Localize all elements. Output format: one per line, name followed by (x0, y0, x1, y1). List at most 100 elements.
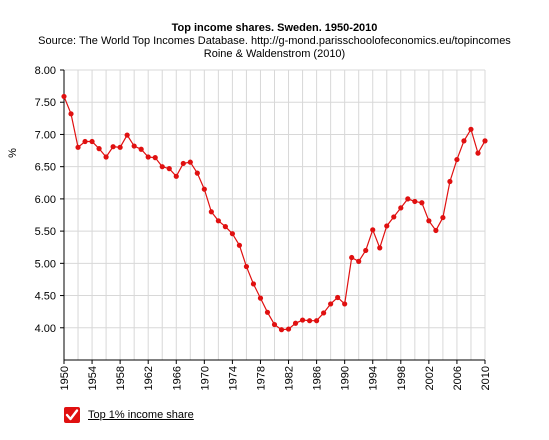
legend-checkbox[interactable] (64, 407, 80, 423)
data-point[interactable] (391, 214, 397, 220)
y-tick-label: 4.50 (35, 291, 56, 303)
data-point[interactable] (257, 295, 264, 301)
data-point[interactable] (384, 223, 390, 229)
x-ticks: 1950 1954 1958 1962 1966 1970 1974 1978 1982 1986… (59, 360, 492, 390)
data-point[interactable] (335, 294, 341, 301)
data-point[interactable] (370, 227, 376, 233)
legend-label[interactable]: Top 1% income share (88, 409, 194, 421)
y-tick-label: 6.00 (35, 194, 56, 206)
data-point[interactable] (250, 281, 257, 287)
data-point[interactable] (321, 310, 327, 316)
data-point[interactable] (243, 263, 250, 270)
data-point[interactable] (89, 138, 95, 145)
plot-area (61, 93, 488, 333)
data-point[interactable] (447, 178, 453, 185)
check-icon (65, 409, 79, 421)
x-tick-label: 1958 (115, 366, 127, 390)
data-point[interactable] (377, 245, 383, 251)
data-point[interactable] (412, 198, 418, 205)
data-point[interactable] (68, 111, 74, 117)
y-tick-label: 8.00 (35, 65, 56, 77)
data-point[interactable] (222, 224, 228, 230)
data-point[interactable] (292, 320, 299, 326)
data-point[interactable] (215, 218, 221, 224)
x-tick-label: 1982 (284, 366, 296, 390)
data-point[interactable] (124, 132, 130, 138)
data-point[interactable] (229, 231, 235, 237)
data-point[interactable] (103, 154, 109, 160)
data-point[interactable] (306, 318, 313, 324)
y-tick-label: 6.50 (35, 162, 56, 174)
data-point[interactable] (138, 146, 144, 152)
data-point[interactable] (117, 144, 123, 150)
legend[interactable]: Top 1% income share (64, 407, 194, 423)
x-tick-label: 1966 (171, 366, 183, 390)
axes (63, 70, 485, 361)
data-point[interactable] (173, 173, 179, 179)
data-point[interactable] (110, 144, 116, 150)
y-tick-label: 7.00 (35, 129, 56, 141)
x-tick-label: 1950 (59, 366, 71, 390)
data-point[interactable] (96, 146, 102, 152)
data-point[interactable] (236, 242, 243, 248)
data-point[interactable] (475, 150, 481, 156)
data-point[interactable] (201, 186, 207, 192)
data-point[interactable] (405, 196, 411, 202)
grid (63, 69, 486, 360)
data-point[interactable] (159, 164, 165, 170)
data-point[interactable] (187, 159, 193, 165)
x-tick-label: 2006 (452, 366, 464, 390)
data-point[interactable] (328, 301, 334, 307)
data-point[interactable] (131, 143, 137, 149)
x-tick-label: 1990 (340, 366, 352, 390)
data-point[interactable] (208, 209, 214, 215)
data-point[interactable] (433, 227, 439, 234)
data-point[interactable] (349, 254, 355, 261)
y-tick-label: 5.00 (35, 258, 56, 270)
data-point[interactable] (342, 301, 348, 307)
x-tick-label: 1978 (255, 366, 267, 390)
x-tick-label: 2002 (424, 366, 436, 390)
data-point[interactable] (314, 318, 320, 324)
data-point[interactable] (440, 214, 446, 221)
data-point[interactable] (461, 138, 467, 144)
data-point[interactable] (482, 138, 488, 144)
data-point[interactable] (75, 144, 81, 150)
data-point[interactable] (145, 154, 151, 160)
x-tick-label: 1962 (143, 366, 155, 390)
x-tick-label: 1974 (227, 366, 239, 390)
data-point[interactable] (285, 326, 292, 332)
data-point[interactable] (299, 317, 306, 323)
y-axis-label: % (7, 148, 19, 158)
data-point[interactable] (426, 218, 432, 224)
x-tick-label: 1986 (312, 366, 324, 390)
x-tick-label: 2010 (480, 366, 492, 390)
chart-title: Top income shares. Sweden. 1950-2010 (172, 22, 378, 34)
x-tick-label: 1998 (396, 366, 408, 390)
data-point[interactable] (271, 321, 278, 328)
chart-subtitle-line-1: Source: The World Top Incomes Database. … (38, 35, 511, 47)
data-point[interactable] (264, 309, 271, 315)
chart-subtitle-line-2: Roine & Waldenstrom (2010) (204, 48, 345, 60)
data-point[interactable] (398, 205, 404, 211)
data-point[interactable] (278, 327, 285, 333)
data-point[interactable] (419, 200, 425, 206)
y-ticks: 8.00 7.50 7.00 6.50 6.00 5.50 5.00 4.50 4.00 (35, 65, 64, 335)
x-tick-label: 1994 (368, 366, 380, 390)
data-point[interactable] (363, 247, 369, 254)
data-point[interactable] (152, 155, 158, 161)
data-point[interactable] (454, 156, 460, 163)
x-tick-label: 1954 (87, 366, 99, 390)
x-tick-label: 1970 (199, 366, 211, 390)
data-point[interactable] (468, 126, 474, 132)
data-point[interactable] (61, 93, 67, 100)
data-point[interactable] (82, 138, 88, 145)
y-tick-label: 5.50 (35, 226, 56, 238)
y-tick-label: 4.00 (35, 323, 56, 335)
y-tick-label: 7.50 (35, 97, 56, 109)
data-point[interactable] (180, 160, 186, 167)
data-point[interactable] (194, 170, 200, 176)
data-point[interactable] (356, 258, 362, 264)
data-point[interactable] (166, 166, 172, 172)
